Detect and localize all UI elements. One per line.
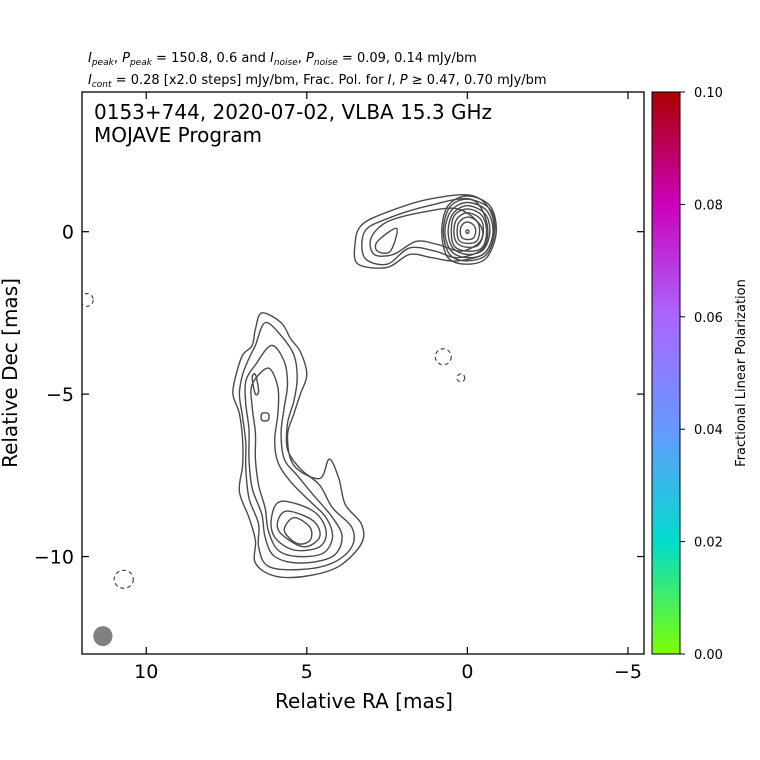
header-pnoise-symbol: P: [306, 51, 314, 66]
negative-contour: [434, 348, 452, 366]
header-inoise-sub: noise: [274, 58, 298, 68]
plot-frame: [81, 91, 645, 655]
extended-jet-contour: [270, 500, 328, 552]
colorbar-tick-label: 0.10: [694, 86, 723, 101]
inner-jet-contour: [353, 194, 495, 269]
header-ppeak-sub: peak: [129, 58, 153, 68]
x-axis-title: Relative RA [mas]: [275, 689, 453, 713]
y-tick-label: 0: [62, 222, 74, 244]
extended-jet-contour: [238, 321, 355, 571]
core-contour: [440, 195, 498, 265]
header-peak-values: = 150.8, 0.6 and: [152, 51, 270, 66]
beam-ellipse: [93, 626, 113, 647]
colorbar: [651, 91, 681, 655]
x-tick-label: 5: [301, 661, 313, 683]
extended-jet-contour: [260, 412, 270, 422]
header-icont-sub: cont: [92, 80, 112, 90]
header-ppeak-symbol: P: [122, 51, 130, 66]
y-tick-label: −10: [34, 547, 74, 569]
plot-title-line-2: MOJAVE Program: [94, 123, 262, 147]
colorbar-tick-label: 0.00: [694, 648, 723, 663]
header-noise-values: = 0.09, 0.14 mJy/bm: [338, 51, 477, 66]
header-ge-symbol: ≥: [412, 73, 423, 88]
negative-contour: [82, 292, 94, 307]
header-pnoise-sub: noise: [314, 58, 338, 68]
negative-contour: [113, 569, 134, 589]
core-contour: [450, 208, 488, 252]
x-tick-label: 0: [461, 661, 473, 683]
colorbar-tick-label: 0.04: [694, 423, 723, 438]
core-contour: [442, 198, 496, 262]
core-contour: [444, 201, 494, 259]
core-contour: [465, 228, 470, 235]
core-contour: [447, 204, 491, 256]
header-frac-values: 0.47, 0.70 mJy/bm: [423, 73, 547, 88]
colorbar-tick-label: 0.06: [694, 311, 723, 326]
colorbar-ticks: 0.00 0.02 0.04 0.06 0.08 0.10: [680, 86, 723, 663]
axis-ticks: 10 5 0 −5 0 −5 −10: [34, 92, 644, 683]
header-icont-symbol: I: [88, 73, 92, 88]
header-p-symbol: P: [400, 73, 408, 88]
x-tick-label: −5: [614, 661, 642, 683]
core-contour: [459, 221, 477, 241]
header-inoise-symbol: I: [270, 51, 274, 66]
y-axis-title: Relative Dec [mas]: [0, 278, 22, 468]
extended-jet-contour: [276, 510, 321, 548]
header-i-symbol: I: [388, 73, 392, 88]
extended-jet-contour: [251, 373, 260, 396]
negative-contour: [456, 373, 466, 383]
colorbar-tick-label: 0.08: [694, 198, 723, 213]
x-tick-label: 10: [134, 661, 158, 683]
colorbar-tick-label: 0.02: [694, 536, 723, 551]
header-contour-text: = 0.28 [x2.0 steps] mJy/bm, Frac. Pol. f…: [112, 73, 388, 88]
extended-jet-contour: [250, 367, 334, 558]
core-contour: [453, 212, 485, 249]
header-line-2: Icont = 0.28 [x2.0 steps] mJy/bm, Frac. …: [88, 73, 547, 90]
inner-jet-contour: [361, 197, 489, 266]
extended-jet-contour: [232, 312, 365, 579]
y-tick-label: −5: [46, 384, 74, 406]
plot-background: [82, 92, 644, 654]
extended-jet-contour: [283, 516, 313, 545]
extended-jet-contour: [244, 344, 343, 564]
header-line-1: Ipeak, Ppeak = 150.8, 0.6 and Inoise, Pn…: [88, 51, 477, 68]
header-ipeak-sub: peak: [91, 58, 115, 68]
header-ipeak-symbol: I: [88, 51, 92, 66]
plot-title-line-1: 0153+744, 2020-07-02, VLBA 15.3 GHz: [94, 100, 492, 124]
inner-jet-contour: [369, 207, 484, 257]
inner-jet-contour: [374, 227, 398, 254]
contour-layer: [82, 194, 498, 647]
colorbar-title: Fractional Linear Polarization: [734, 279, 749, 467]
